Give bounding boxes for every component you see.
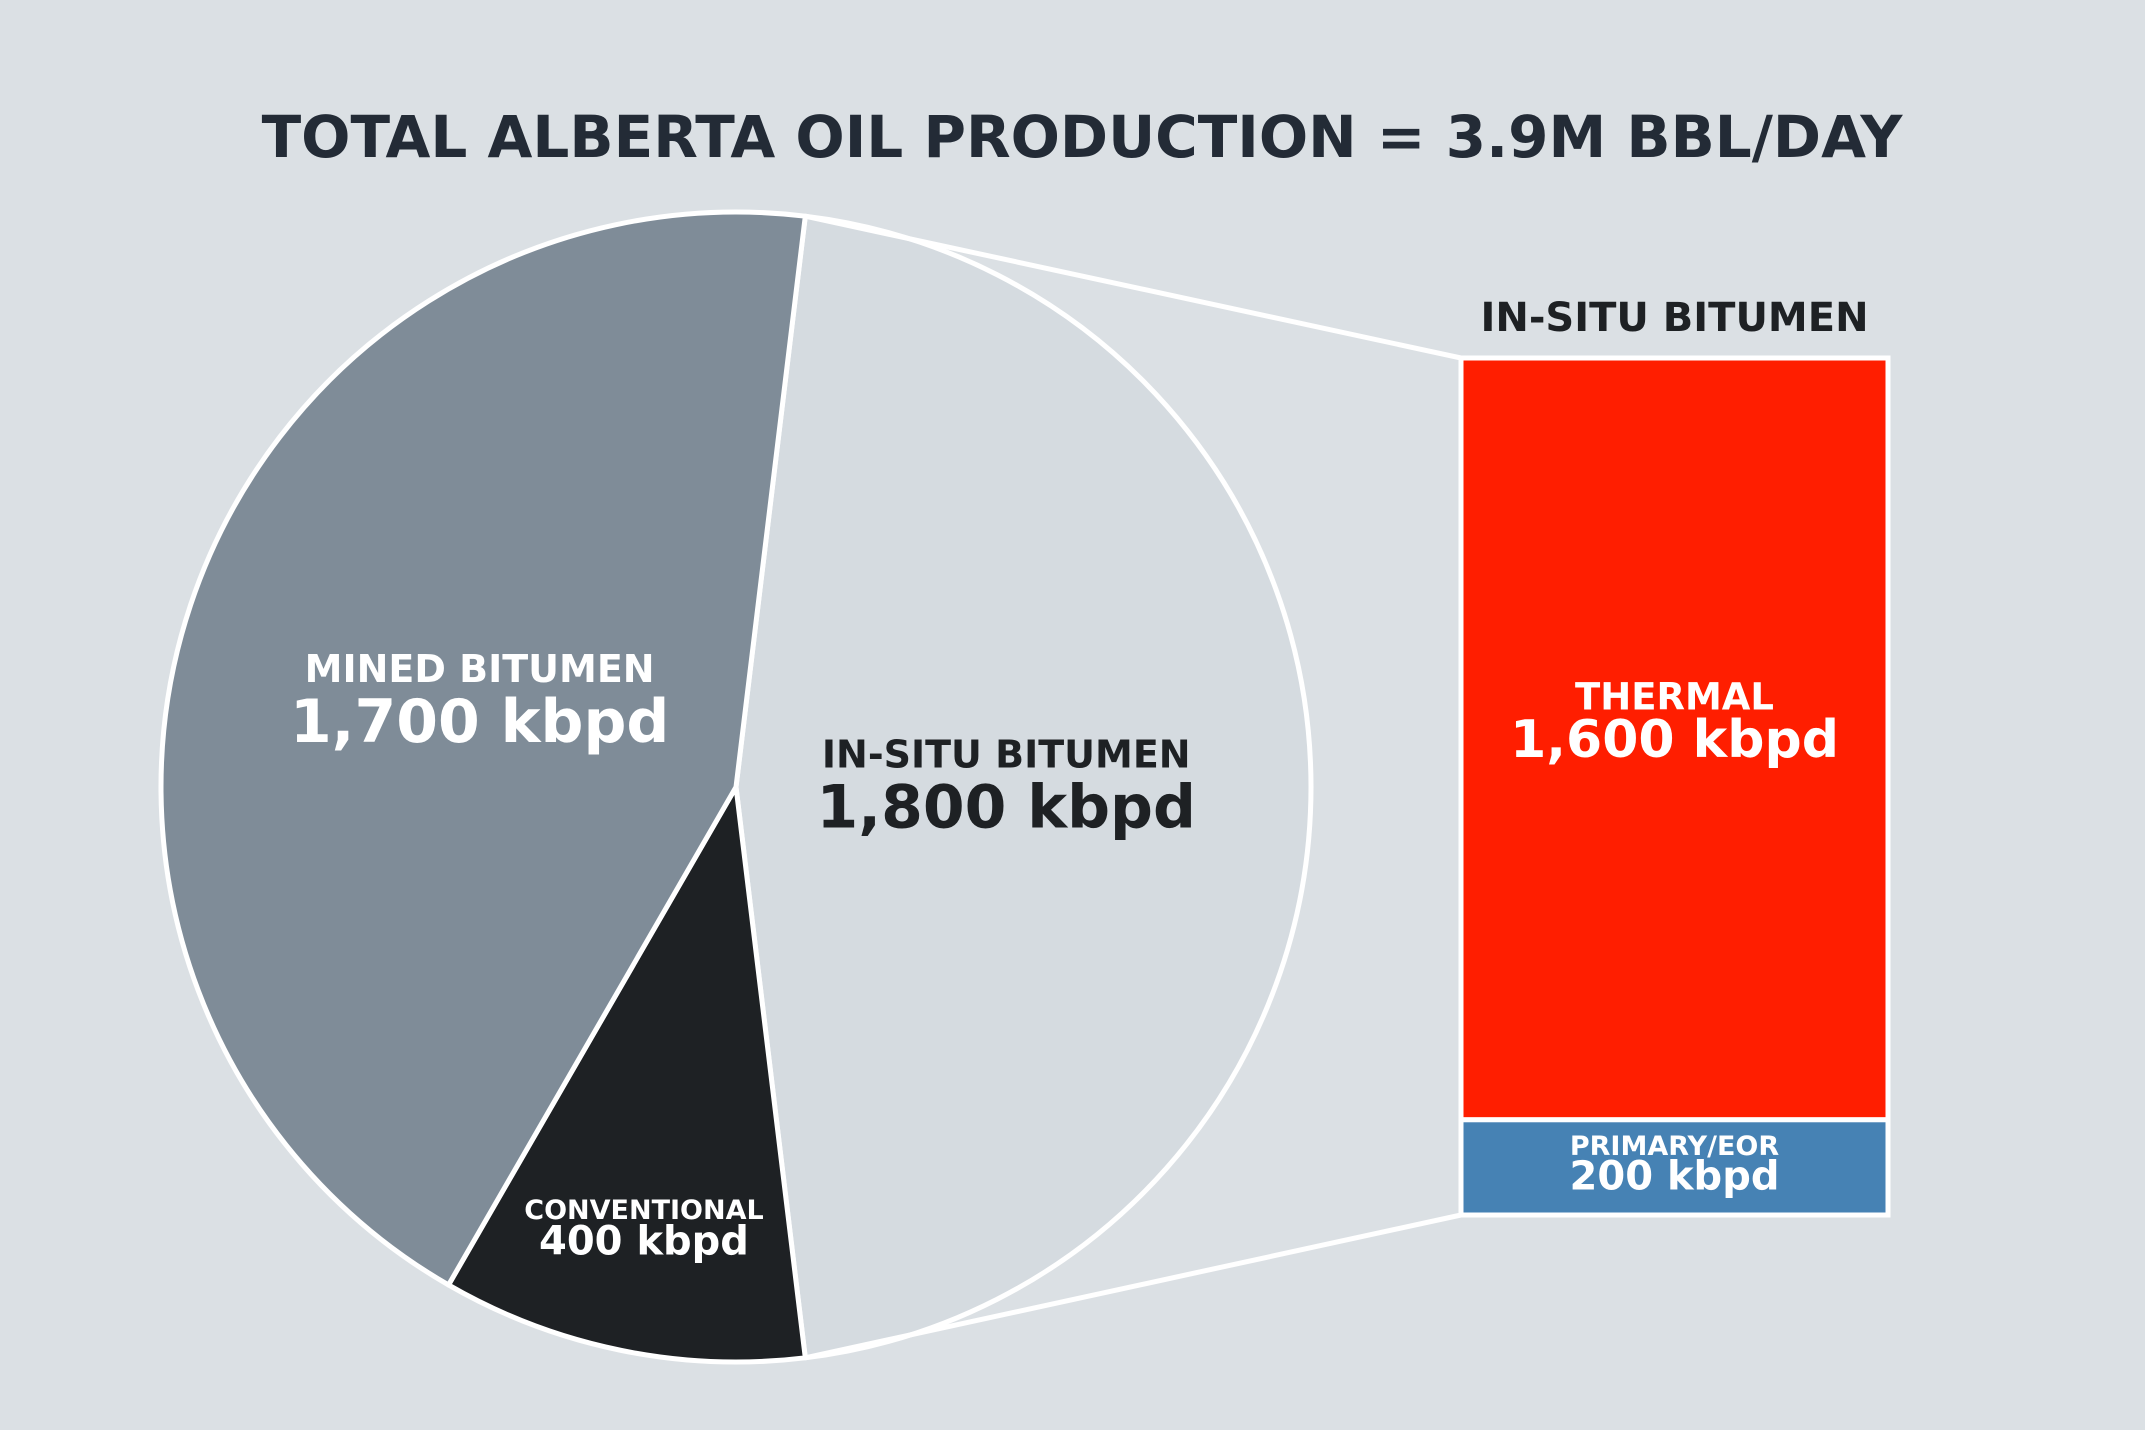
connector-line (804, 1212, 1462, 1361)
pie-slice (158, 209, 808, 1288)
bar-segment (1458, 355, 1891, 1123)
segment-label: THERMAL (1575, 675, 1774, 718)
segment-label: PRIMARY/EOR (1570, 1131, 1780, 1162)
slice-value-label: 400 kbpd (539, 1219, 749, 1265)
slice-value-label: 1,800 kbpd (817, 773, 1196, 843)
bar-title: IN-SITU BITUMEN (1480, 295, 1868, 341)
connector-line (804, 213, 1462, 361)
chart-title: TOTAL ALBERTA OIL PRODUCTION = 3.9M BBL/… (262, 103, 1904, 171)
slice-label: MINED BITUMEN (305, 647, 655, 691)
segment-value-label: 200 kbpd (1570, 1153, 1780, 1199)
slice-value-label: 1,700 kbpd (290, 687, 669, 757)
slice-label: IN-SITU BITUMEN (822, 733, 1191, 777)
bar-segment (1458, 1117, 1891, 1218)
pie-slice (446, 784, 808, 1365)
slice-label: CONVENTIONAL (524, 1195, 763, 1226)
pie-slice (733, 213, 1314, 1361)
segment-value-label: 1,600 kbpd (1510, 710, 1839, 770)
